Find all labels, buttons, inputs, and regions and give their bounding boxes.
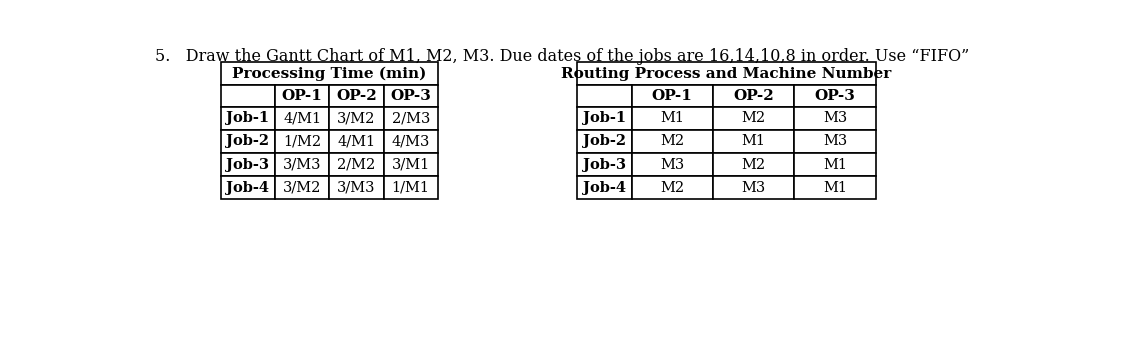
Bar: [221, 62, 438, 85]
Bar: [794, 107, 875, 130]
Bar: [275, 153, 329, 176]
Text: 3/M1: 3/M1: [391, 158, 430, 172]
Bar: [221, 153, 275, 176]
Bar: [329, 153, 384, 176]
Text: OP-3: OP-3: [390, 89, 431, 103]
Text: M1: M1: [660, 111, 685, 125]
Bar: [794, 153, 875, 176]
Bar: [275, 176, 329, 199]
Bar: [578, 153, 632, 176]
Bar: [713, 153, 794, 176]
Text: M2: M2: [741, 158, 766, 172]
Bar: [384, 107, 438, 130]
Bar: [632, 153, 713, 176]
Bar: [384, 176, 438, 199]
Bar: [578, 130, 632, 153]
Text: 4/M1: 4/M1: [283, 111, 321, 125]
Bar: [794, 176, 875, 199]
Bar: [221, 107, 275, 130]
Bar: [713, 85, 794, 107]
Text: M1: M1: [741, 134, 766, 148]
Text: Job-3: Job-3: [583, 158, 626, 172]
Text: M2: M2: [660, 181, 685, 195]
Bar: [384, 85, 438, 107]
Text: Job-2: Job-2: [583, 134, 626, 148]
Text: 2/M3: 2/M3: [391, 111, 430, 125]
Text: Routing Process and Machine Number: Routing Process and Machine Number: [562, 67, 891, 81]
Bar: [275, 107, 329, 130]
Bar: [794, 85, 875, 107]
Bar: [578, 107, 632, 130]
Text: 4/M1: 4/M1: [337, 134, 376, 148]
Bar: [713, 130, 794, 153]
Text: Job-1: Job-1: [583, 111, 626, 125]
Text: 1/M1: 1/M1: [391, 181, 430, 195]
Bar: [713, 176, 794, 199]
Bar: [384, 153, 438, 176]
Bar: [632, 130, 713, 153]
Bar: [221, 85, 275, 107]
Text: Job-2: Job-2: [227, 134, 270, 148]
Bar: [794, 130, 875, 153]
Bar: [632, 107, 713, 130]
Bar: [329, 107, 384, 130]
Text: 3/M2: 3/M2: [283, 181, 321, 195]
Bar: [329, 176, 384, 199]
Text: M1: M1: [823, 181, 847, 195]
Text: 3/M3: 3/M3: [283, 158, 321, 172]
Bar: [329, 130, 384, 153]
Bar: [632, 176, 713, 199]
Bar: [578, 85, 632, 107]
Text: M3: M3: [823, 134, 847, 148]
Text: M3: M3: [823, 111, 847, 125]
Text: Job-1: Job-1: [227, 111, 270, 125]
Bar: [578, 176, 632, 199]
Bar: [384, 130, 438, 153]
Bar: [632, 85, 713, 107]
Bar: [275, 130, 329, 153]
Text: Job-3: Job-3: [227, 158, 270, 172]
Bar: [578, 62, 875, 85]
Bar: [221, 130, 275, 153]
Text: Processing Time (min): Processing Time (min): [232, 66, 426, 81]
Text: Job-4: Job-4: [583, 181, 626, 195]
Text: Job-4: Job-4: [227, 181, 270, 195]
Text: OP-1: OP-1: [282, 89, 323, 103]
Text: OP-3: OP-3: [814, 89, 855, 103]
Text: 5.   Draw the Gantt Chart of M1, M2, M3. Due dates of the jobs are 16,14,10,8 in: 5. Draw the Gantt Chart of M1, M2, M3. D…: [155, 47, 969, 65]
Bar: [221, 176, 275, 199]
Text: M3: M3: [660, 158, 685, 172]
Text: M1: M1: [823, 158, 847, 172]
Text: 3/M3: 3/M3: [337, 181, 376, 195]
Bar: [275, 85, 329, 107]
Text: M3: M3: [741, 181, 766, 195]
Bar: [713, 107, 794, 130]
Bar: [329, 85, 384, 107]
Text: 2/M2: 2/M2: [337, 158, 376, 172]
Text: 4/M3: 4/M3: [391, 134, 430, 148]
Text: 1/M2: 1/M2: [283, 134, 321, 148]
Text: OP-2: OP-2: [336, 89, 377, 103]
Text: OP-2: OP-2: [733, 89, 774, 103]
Text: OP-1: OP-1: [652, 89, 693, 103]
Text: 3/M2: 3/M2: [337, 111, 376, 125]
Text: M2: M2: [660, 134, 685, 148]
Text: M2: M2: [741, 111, 766, 125]
